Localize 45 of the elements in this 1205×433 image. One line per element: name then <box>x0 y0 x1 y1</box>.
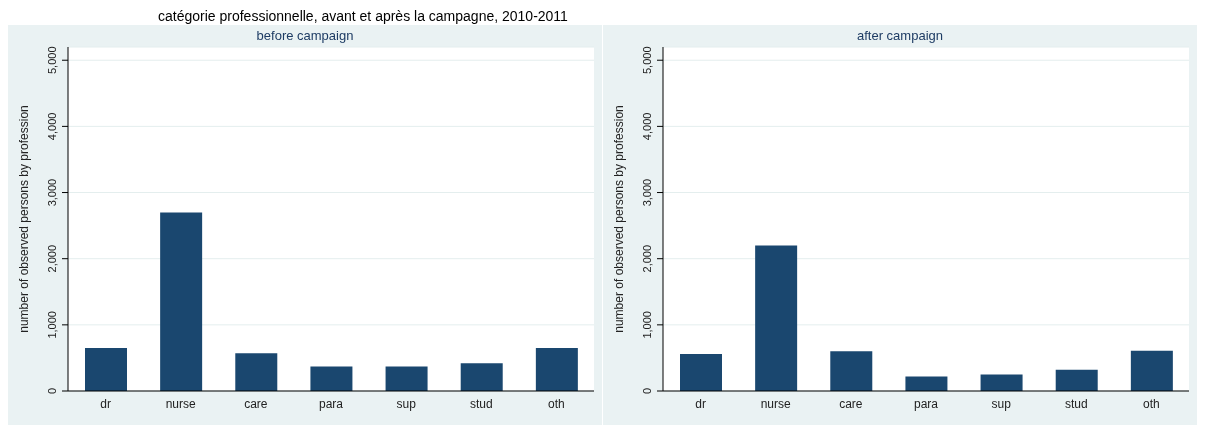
y-tick-label: 2,000 <box>46 244 58 273</box>
bar <box>535 348 578 391</box>
x-tick-label: oth <box>548 396 565 411</box>
y-tick-label: 5,000 <box>46 46 58 74</box>
y-tick-label: 4,000 <box>46 112 58 141</box>
bar <box>310 366 353 391</box>
bar <box>1130 350 1173 391</box>
y-tick-label: 0 <box>46 387 58 395</box>
x-tick-label: care <box>839 396 863 411</box>
y-axis-title: number of observed persons by profession <box>612 105 626 333</box>
y-tick-label: 0 <box>641 387 653 395</box>
x-tick-label: dr <box>100 396 111 411</box>
text: catégorie professionnelle, avant et après la campagne, 2010-2011 <box>157 8 569 25</box>
y-tick-label: 1,000 <box>46 311 58 339</box>
y-tick-label: 4,000 <box>641 112 653 141</box>
x-tick-label: para <box>913 396 939 411</box>
bar <box>385 366 428 391</box>
y-tick-label: 3,000 <box>46 178 58 207</box>
x-tick-label: dr <box>695 396 706 411</box>
y-tick-label: 3,000 <box>641 178 653 207</box>
x-tick-label: stud <box>469 396 493 411</box>
bar <box>85 348 127 391</box>
bar <box>905 376 948 391</box>
bar <box>680 353 722 391</box>
x-tick-label: oth <box>1143 396 1160 411</box>
y-tick-label: 5,000 <box>641 46 653 74</box>
x-tick-label: nurse <box>165 396 197 411</box>
bar <box>755 245 798 391</box>
chart-title: after campaign <box>856 27 944 45</box>
x-tick-label: para <box>318 396 344 411</box>
y-tick-label: 1,000 <box>641 311 653 339</box>
x-tick-label: sup <box>991 396 1012 411</box>
chart-title: before campaign <box>255 27 355 45</box>
bar <box>980 374 1023 391</box>
bar <box>460 363 503 391</box>
bar <box>830 351 873 391</box>
x-tick-label: care <box>244 396 268 411</box>
y-tick-label: 2,000 <box>641 244 653 273</box>
bar <box>160 212 203 391</box>
y-axis-title: number of observed persons by profession <box>17 105 31 333</box>
bar <box>235 353 278 391</box>
x-tick-label: nurse <box>760 396 792 411</box>
bar <box>1055 369 1098 391</box>
x-tick-label: sup <box>396 396 417 411</box>
x-tick-label: stud <box>1064 396 1088 411</box>
